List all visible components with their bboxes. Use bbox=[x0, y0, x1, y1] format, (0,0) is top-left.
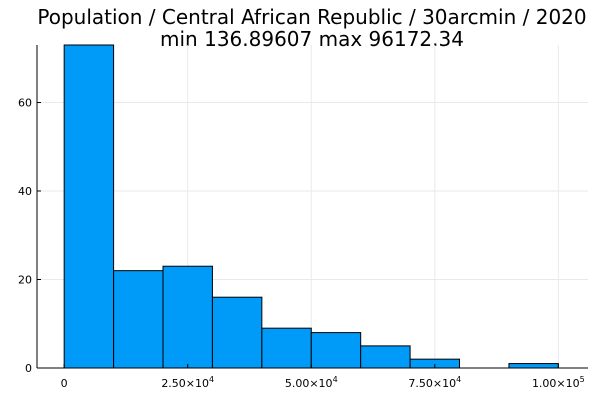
x-tick-label-2: 5.00×104 bbox=[285, 375, 338, 390]
y-tick-label-0: 0 bbox=[25, 362, 32, 375]
histogram-bar-4 bbox=[261, 327, 312, 369]
chart-title: Population / Central African Republic / … bbox=[37, 5, 586, 51]
x-tick-label-base-1: 2.50×10 bbox=[161, 377, 209, 390]
y-tick-label-3: 60 bbox=[18, 97, 32, 110]
x-tick-label-exponent-4: 5 bbox=[580, 375, 585, 384]
x-tick-label-0: 0 bbox=[61, 377, 68, 390]
y-axis-ticks: 0 20 40 60 bbox=[18, 97, 41, 375]
x-tick-label-base-0: 0 bbox=[61, 377, 68, 390]
y-tick-label-2: 40 bbox=[18, 185, 32, 198]
histogram-bar-5 bbox=[310, 332, 362, 369]
x-tick-label-4: 1.00×105 bbox=[532, 375, 585, 390]
chart-title-line-2: min 136.89607 max 96172.34 bbox=[160, 27, 464, 51]
x-tick-label-exponent-2: 4 bbox=[333, 375, 338, 384]
x-tick-label-3: 7.50×104 bbox=[408, 375, 461, 390]
bars bbox=[63, 44, 559, 369]
x-tick-label-base-2: 5.00×10 bbox=[285, 377, 333, 390]
y-tick-label-1: 20 bbox=[18, 274, 32, 287]
histogram-bar-1 bbox=[113, 270, 164, 369]
histogram-bar-6 bbox=[360, 345, 411, 369]
x-axis-ticks: 0 2.50×104 5.00×104 7.50×104 1.00×105 bbox=[61, 364, 585, 390]
x-tick-label-exponent-1: 4 bbox=[209, 375, 214, 384]
axes bbox=[36, 45, 588, 369]
histogram-bar-0 bbox=[63, 44, 115, 369]
histogram-bar-9 bbox=[508, 363, 559, 369]
histogram-bar-2 bbox=[162, 265, 213, 369]
x-tick-label-exponent-3: 4 bbox=[456, 375, 461, 384]
chart-title-line-1: Population / Central African Republic / … bbox=[37, 5, 586, 29]
x-tick-label-base-4: 1.00×10 bbox=[532, 377, 580, 390]
x-tick-label-1: 2.50×104 bbox=[161, 375, 214, 390]
histogram-bar-3 bbox=[211, 296, 263, 369]
x-tick-label-base-3: 7.50×10 bbox=[408, 377, 456, 390]
